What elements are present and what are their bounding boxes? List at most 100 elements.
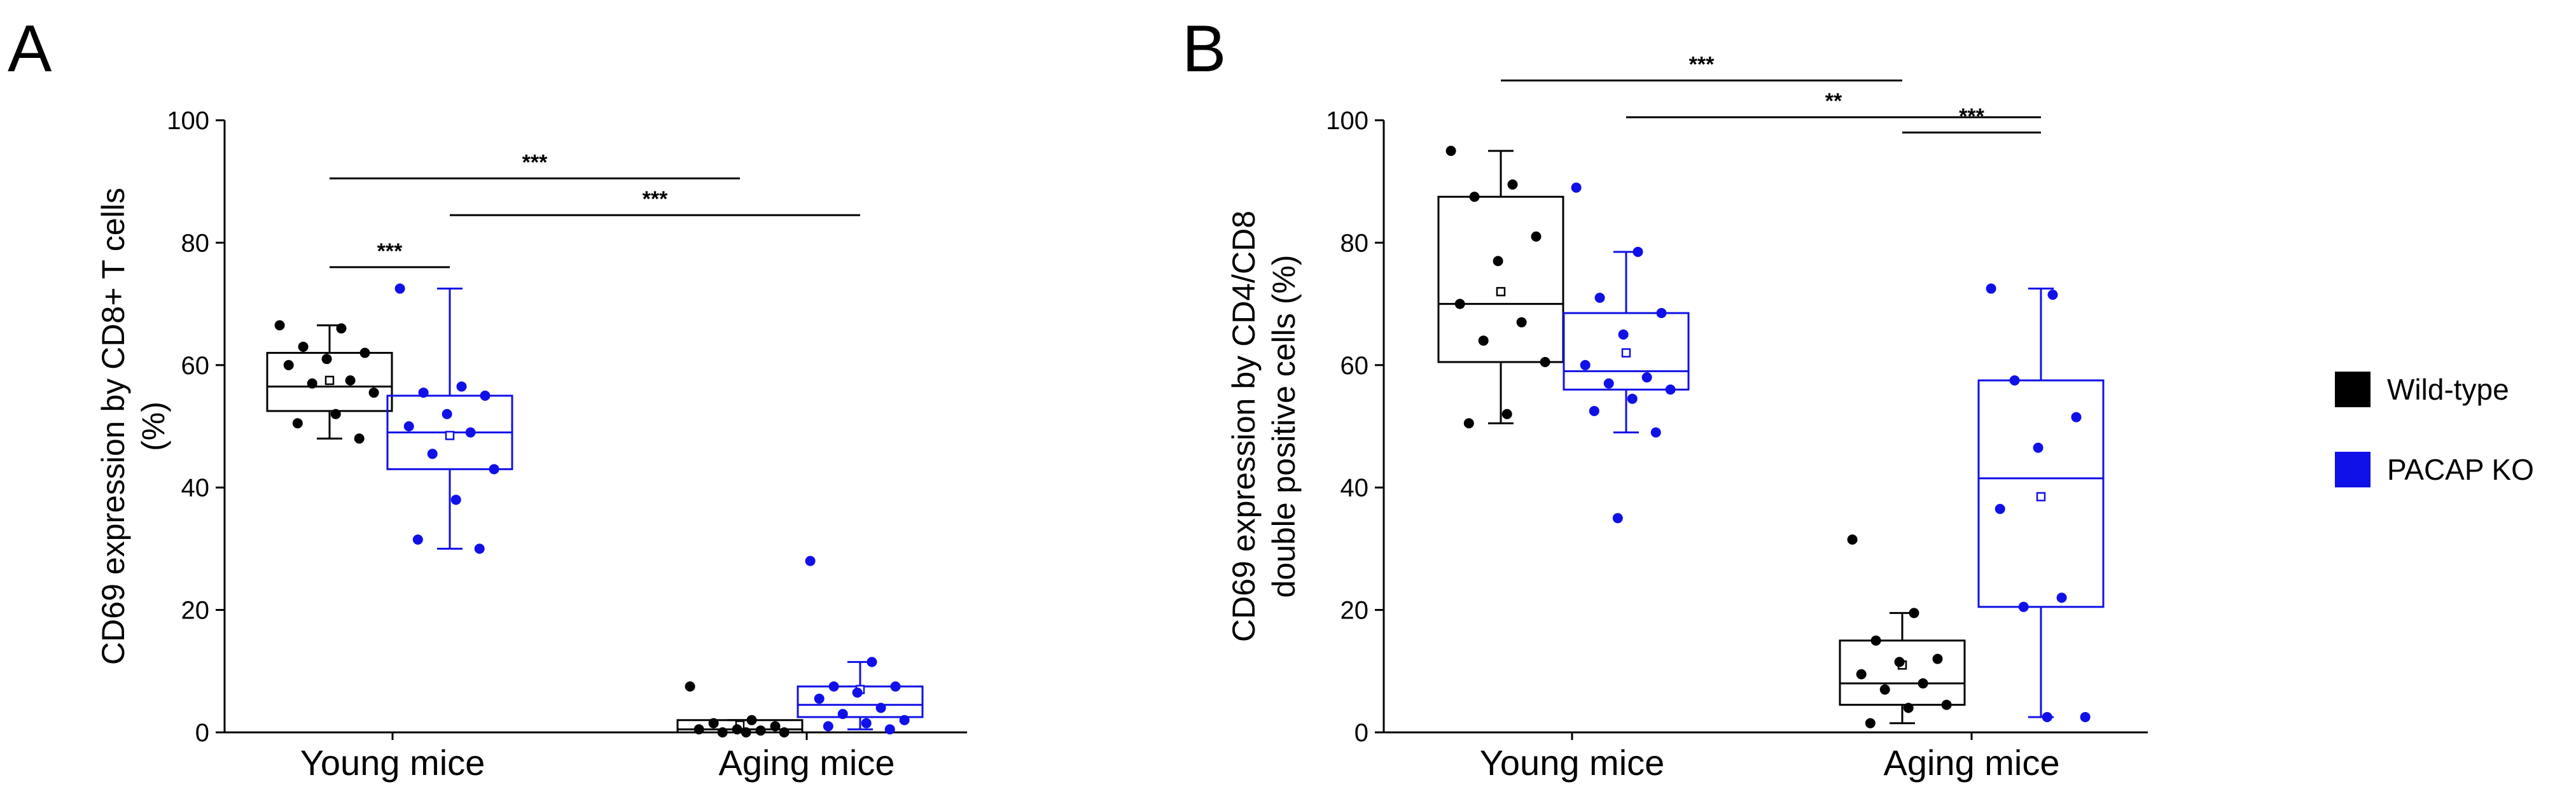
data-point (403, 421, 414, 431)
data-point (1865, 718, 1876, 729)
y-tick-label: 100 (1326, 107, 1368, 135)
legend: Wild-type PACAP KO (2335, 372, 2534, 487)
box-group (386, 283, 513, 554)
y-axis-label: CD69 expression by CD8+ T cells (95, 188, 131, 665)
data-point (1603, 378, 1614, 389)
significance-bar: ** (1626, 89, 2041, 118)
y-tick-label: 40 (1340, 474, 1369, 502)
significance-bar: *** (450, 187, 860, 216)
data-point (837, 709, 848, 720)
data-point (755, 725, 766, 736)
data-point (2018, 601, 2029, 612)
data-point (1589, 405, 1599, 416)
data-point (292, 418, 303, 429)
data-point (890, 681, 901, 692)
panel-a: A 0 20 40 60 80 100 CD69 expression by CD8+ T c… (8, 12, 967, 783)
data-point (1580, 360, 1591, 370)
data-point (354, 433, 365, 444)
data-point (474, 543, 485, 554)
significance-label: *** (643, 187, 668, 211)
y-tick-label: 100 (167, 107, 209, 135)
data-point (1870, 635, 1881, 646)
data-point (1454, 298, 1465, 309)
data-point (2071, 412, 2082, 422)
box-mean-marker (1621, 348, 1631, 358)
data-point (394, 283, 405, 294)
data-point (1571, 182, 1582, 193)
data-point (1986, 283, 1996, 294)
data-point (1594, 292, 1605, 303)
data-point (1941, 699, 1952, 710)
data-point (1493, 256, 1503, 267)
data-point (359, 347, 370, 358)
data-point (867, 657, 877, 667)
box-group (676, 681, 804, 737)
data-point (1641, 372, 1652, 383)
data-point (1478, 335, 1489, 346)
y-tick-label: 20 (181, 597, 210, 625)
box-mean-marker (2036, 492, 2046, 501)
data-point (489, 464, 499, 475)
data-point (298, 341, 309, 352)
data-point (1463, 418, 1474, 429)
y-tick-label: 40 (181, 474, 210, 502)
significance-bar: *** (1902, 104, 2041, 134)
data-point (1618, 329, 1629, 340)
data-point (442, 408, 452, 419)
data-point (2009, 375, 2020, 386)
box-group (1563, 182, 1690, 524)
data-point (307, 378, 317, 389)
y-tick-label: 60 (181, 352, 210, 380)
data-point (368, 388, 379, 398)
box-group (266, 320, 393, 444)
legend-label: PACAP KO (2387, 453, 2534, 486)
data-point (708, 718, 719, 729)
y-axis-label: (%) (136, 401, 171, 451)
data-point (1894, 657, 1905, 667)
data-point (418, 388, 429, 398)
significance-label: *** (1959, 104, 1984, 129)
data-point (685, 681, 695, 692)
data-point (1531, 231, 1542, 242)
data-point (741, 727, 751, 737)
data-point (828, 681, 839, 692)
panel-b: B 0 20 40 60 80 100 CD69 expression by CD4/CD8 d… (1182, 12, 2148, 783)
significance-label: *** (377, 239, 403, 263)
data-point (412, 534, 423, 545)
data-point (2056, 592, 2067, 603)
data-point (2042, 711, 2052, 722)
legend-swatch (2335, 372, 2371, 407)
data-point (427, 449, 438, 459)
data-point (1612, 513, 1623, 524)
box-group (1977, 283, 2105, 722)
box-iqr (1437, 195, 1564, 363)
data-point (1995, 503, 2005, 514)
y-axis-label: double positive cells (%) (1266, 255, 1302, 597)
box-iqr (1563, 312, 1690, 391)
data-point (283, 360, 294, 370)
data-point (1918, 678, 1928, 689)
data-point (336, 323, 347, 334)
data-point (1903, 702, 1914, 713)
x-category-label: Young mice (1480, 743, 1665, 783)
y-axis-label: CD69 expression by CD4/CD8 (1226, 211, 1262, 642)
y-tick-label: 80 (1340, 229, 1369, 257)
legend-label: Wild-type (2387, 373, 2509, 406)
significance-label: *** (522, 150, 548, 174)
data-point (875, 702, 886, 713)
data-point (861, 718, 872, 729)
significance-bar: *** (330, 239, 450, 269)
y-tick-label: 20 (1340, 597, 1369, 625)
data-point (693, 724, 704, 735)
data-point (330, 408, 341, 419)
data-point (779, 727, 790, 737)
data-point (2080, 711, 2091, 722)
significance-bar: *** (1501, 52, 1902, 81)
legend-swatch (2335, 452, 2371, 487)
x-category-label: Aging mice (1883, 743, 2059, 783)
data-point (1633, 246, 1643, 257)
box-mean-marker (1496, 287, 1506, 297)
box-mean-marker (324, 375, 335, 386)
data-point (480, 390, 491, 401)
